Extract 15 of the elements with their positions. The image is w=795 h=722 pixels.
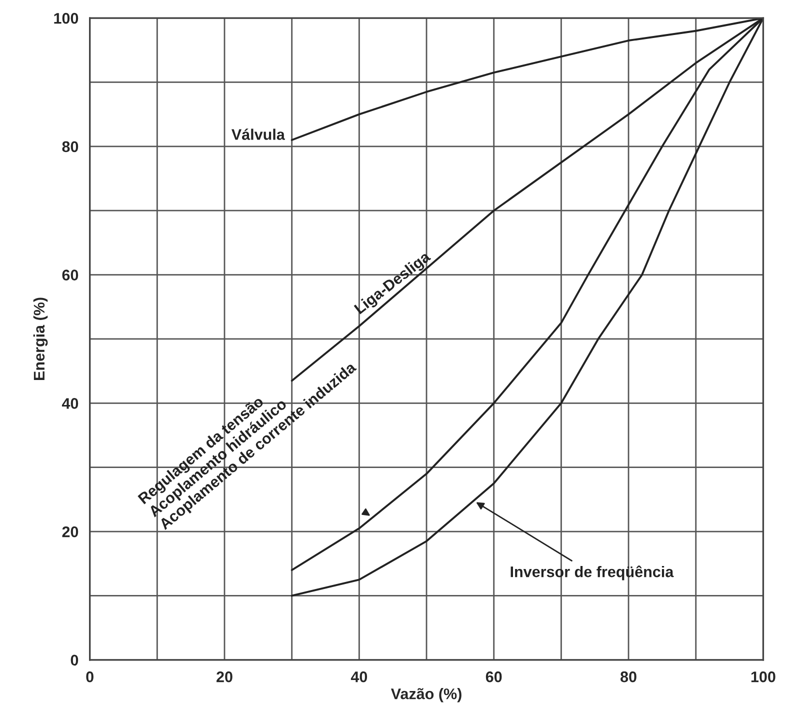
x-axis-title: Vazão (%) <box>390 688 462 702</box>
x-tick-label: 0 <box>86 671 94 682</box>
y-tick-label: 40 <box>62 398 78 409</box>
y-tick-label: 80 <box>62 141 78 152</box>
x-tick-label: 80 <box>620 671 636 682</box>
x-tick-label: 20 <box>216 671 232 682</box>
y-tick-label: 0 <box>70 654 78 666</box>
y-axis-title: Energia (%) <box>33 298 48 380</box>
y-tick-label: 60 <box>62 270 78 280</box>
y-tick-label: 100 <box>54 12 78 24</box>
x-tick-label: 40 <box>350 671 368 682</box>
annotation: Válvula <box>232 128 285 140</box>
x-tick-label: 60 <box>486 671 502 682</box>
y-tick-label: 20 <box>62 526 78 538</box>
x-tick-label: 100 <box>751 671 776 682</box>
